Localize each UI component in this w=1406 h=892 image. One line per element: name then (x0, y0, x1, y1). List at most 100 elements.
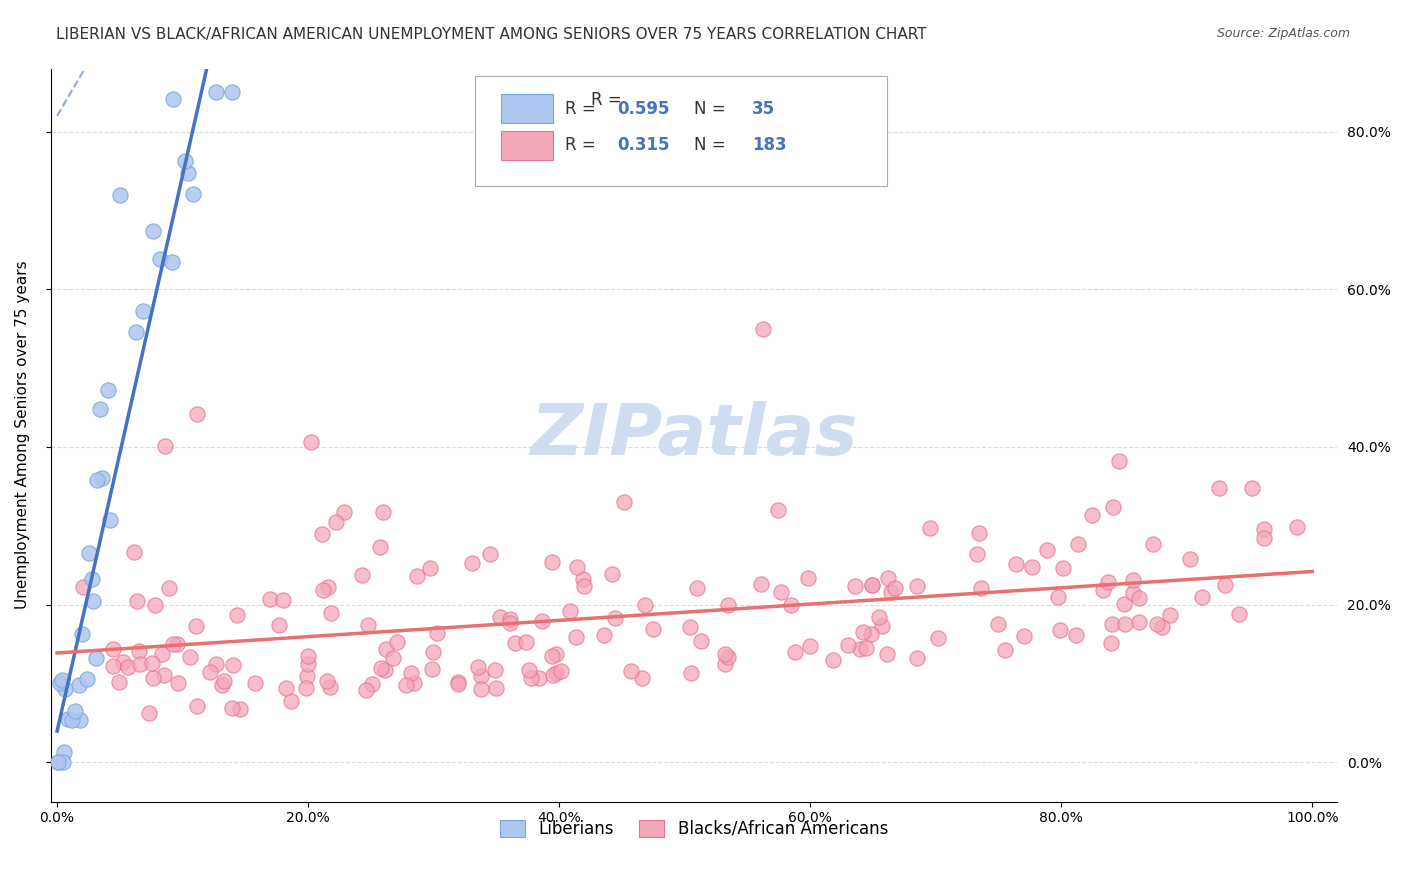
Point (541, 555, 564, 569)
Point (905, 651, 928, 665)
Point (970, 582, 993, 596)
Point (689, 633, 711, 648)
Point (1112, 597, 1135, 611)
Point (770, 585, 793, 599)
Point (101, 659, 124, 673)
Point (399, 665, 422, 680)
Point (796, 571, 818, 585)
Point (1180, 552, 1202, 566)
Point (1012, 629, 1035, 643)
Text: R =: R = (565, 100, 602, 118)
Point (128, 643, 150, 657)
Point (515, 635, 537, 649)
Point (60, 713, 83, 727)
Point (370, 661, 392, 675)
Point (1227, 607, 1250, 621)
Point (53, 681, 76, 696)
Point (157, 582, 180, 596)
Point (686, 581, 709, 595)
Point (103, 642, 125, 657)
Point (1121, 573, 1143, 587)
Point (354, 683, 377, 698)
Point (387, 635, 409, 649)
Point (779, 599, 801, 613)
Point (205, 657, 228, 671)
Point (211, 678, 233, 692)
Point (122, 544, 145, 558)
Point (72, 580, 94, 594)
Point (852, 625, 875, 640)
Point (1150, 620, 1173, 634)
Point (107, 675, 129, 690)
FancyBboxPatch shape (501, 131, 553, 161)
Point (1101, 617, 1123, 632)
Point (446, 676, 468, 690)
Point (181, 187, 204, 202)
Point (1285, 520, 1308, 534)
Point (544, 648, 567, 662)
Point (544, 666, 567, 681)
Point (1114, 616, 1136, 631)
Point (186, 699, 208, 714)
Point (422, 645, 444, 659)
Point (65, 705, 87, 719)
Point (447, 675, 470, 690)
Point (821, 653, 844, 667)
Point (299, 435, 322, 450)
Point (1052, 561, 1074, 575)
Point (499, 616, 522, 631)
Point (592, 628, 614, 642)
Point (531, 615, 554, 629)
Point (918, 521, 941, 535)
Point (860, 578, 883, 592)
Point (634, 598, 657, 612)
Point (717, 650, 740, 665)
Point (82, 572, 104, 586)
Text: 0.595: 0.595 (617, 100, 669, 118)
FancyBboxPatch shape (501, 95, 553, 123)
Point (153, 439, 176, 453)
Point (1036, 542, 1059, 557)
Point (174, 154, 197, 169)
Point (259, 592, 281, 607)
Text: N =: N = (695, 100, 731, 118)
Point (426, 626, 449, 640)
Point (316, 673, 339, 688)
Point (402, 675, 425, 690)
Point (76, 672, 98, 686)
Point (52, 755, 75, 769)
Point (529, 671, 551, 685)
Point (612, 494, 634, 508)
Point (1208, 481, 1230, 495)
Point (117, 659, 139, 673)
Point (1142, 537, 1164, 551)
Point (499, 611, 522, 625)
Point (517, 663, 540, 677)
Point (479, 547, 502, 561)
Point (205, 85, 228, 99)
Point (849, 641, 872, 656)
Point (311, 527, 333, 541)
Legend: Liberians, Blacks/African Americans: Liberians, Blacks/African Americans (494, 813, 894, 845)
Point (186, 618, 208, 632)
Point (470, 681, 492, 696)
Point (1067, 537, 1090, 551)
Point (229, 702, 252, 716)
Point (371, 505, 394, 519)
Point (844, 579, 866, 593)
Point (153, 668, 176, 682)
Point (541, 649, 564, 664)
Point (48, 755, 70, 769)
Point (49, 676, 72, 690)
Point (108, 187, 131, 202)
Point (221, 701, 243, 715)
Point (713, 657, 735, 672)
Point (550, 664, 572, 678)
Point (605, 610, 627, 624)
Point (395, 678, 418, 692)
Point (297, 648, 319, 663)
Point (222, 658, 245, 673)
Point (766, 503, 789, 517)
Point (129, 657, 152, 672)
Point (98, 513, 121, 527)
